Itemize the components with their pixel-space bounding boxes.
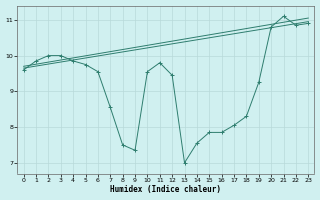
X-axis label: Humidex (Indice chaleur): Humidex (Indice chaleur)	[110, 185, 221, 194]
